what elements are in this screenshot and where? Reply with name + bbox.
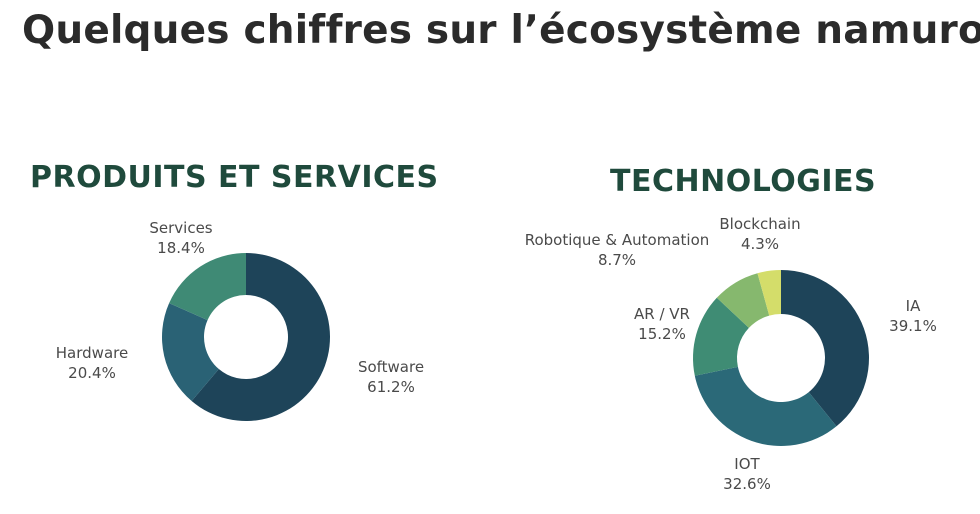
donut-produits-services: Software 61.2% Hardware 20.4% Services 18.4% xyxy=(56,219,424,422)
slice-value-ia: 39.1% xyxy=(889,317,937,335)
slice-robotique-automation xyxy=(716,273,770,328)
slice-label-iot: IOT xyxy=(734,455,760,473)
chart-title-technologies: TECHNOLOGIES xyxy=(610,164,877,199)
slice-ia xyxy=(781,270,870,427)
donut-technologies: IA 39.1% IOT 32.6% AR / VR 15.2% Robotique & A… xyxy=(525,215,937,493)
slice-label-blockchain: Blockchain xyxy=(719,215,800,233)
slice-label-services: Services xyxy=(149,219,212,237)
slice-software xyxy=(191,253,330,422)
chart-title-produits-services: PRODUITS ET SERVICES xyxy=(30,160,439,195)
slice-ar-vr xyxy=(693,297,749,376)
slice-label-ia: IA xyxy=(906,297,921,315)
slice-label-robotique-automation: Robotique & Automation xyxy=(525,231,710,249)
slice-label-software: Software xyxy=(358,358,424,376)
slice-value-software: 61.2% xyxy=(367,378,415,396)
slice-services xyxy=(169,253,246,321)
slice-value-blockchain: 4.3% xyxy=(741,235,779,253)
slice-value-ar-vr: 15.2% xyxy=(638,325,686,343)
slice-label-hardware: Hardware xyxy=(56,344,128,362)
slice-value-iot: 32.6% xyxy=(723,475,771,493)
slice-value-hardware: 20.4% xyxy=(68,364,116,382)
slice-label-ar-vr: AR / VR xyxy=(634,305,690,323)
slice-hardware xyxy=(162,303,219,402)
slice-value-robotique-automation: 8.7% xyxy=(598,251,636,269)
page-title: Quelques chiffres sur l’écosystème namur… xyxy=(22,8,980,53)
slice-value-services: 18.4% xyxy=(157,239,205,257)
slice-iot xyxy=(694,366,837,446)
slice-blockchain xyxy=(757,270,781,316)
